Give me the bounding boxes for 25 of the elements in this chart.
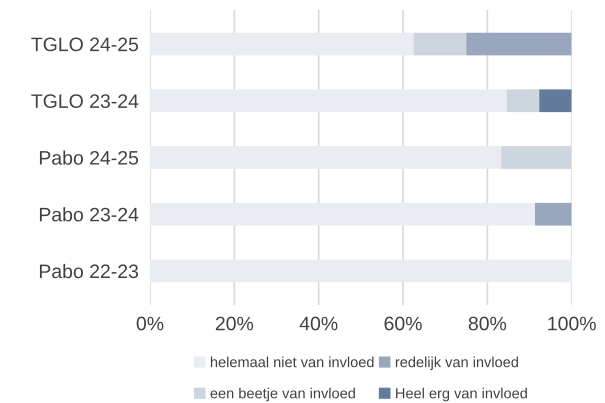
x-tick-label: 100% bbox=[548, 316, 596, 330]
legend-label: helemaal niet van invloed bbox=[210, 356, 374, 368]
bar bbox=[466, 32, 572, 56]
legend-label: redelijk van invloed bbox=[396, 356, 518, 370]
y-tick-label: TGLO 23-24 bbox=[31, 94, 138, 108]
bar bbox=[506, 89, 540, 112]
bar bbox=[150, 260, 572, 282]
y-tick-label: TGLO 24-25 bbox=[31, 38, 138, 52]
bar bbox=[414, 32, 466, 56]
x-tick-label: 40% bbox=[300, 316, 338, 330]
bar bbox=[150, 146, 502, 169]
x-tick-label: 0% bbox=[136, 316, 164, 330]
bar bbox=[150, 32, 414, 56]
bar bbox=[535, 202, 572, 226]
x-tick-label: 20% bbox=[216, 316, 254, 330]
bar bbox=[539, 89, 572, 112]
legend-label: Heel erg van invloed bbox=[396, 388, 527, 402]
x-tick-label: 60% bbox=[384, 316, 422, 330]
y-tick-label: Pabo 23-24 bbox=[40, 207, 138, 222]
x-tick-label: 80% bbox=[468, 316, 506, 330]
y-tick-label: Pabo 24-25 bbox=[40, 150, 138, 165]
legend-label: een beetje van invloed bbox=[210, 388, 355, 402]
bar bbox=[150, 202, 536, 226]
bar bbox=[150, 89, 507, 112]
y-tick-label: Pabo 22-23 bbox=[40, 264, 138, 278]
